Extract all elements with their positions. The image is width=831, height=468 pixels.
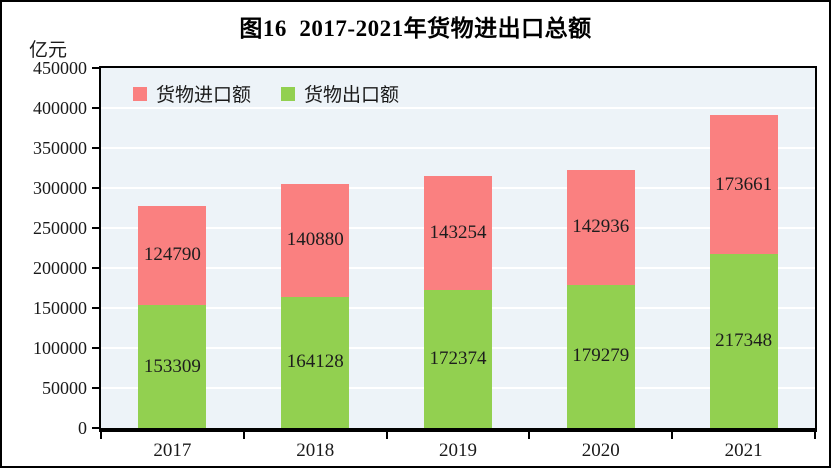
data-label-exports: 179279 (572, 345, 630, 367)
y-axis-tick (92, 107, 99, 109)
y-axis-tick-label: 0 (78, 418, 87, 438)
y-axis-tick-label: 450000 (33, 58, 87, 78)
legend-label-imports: 货物进口额 (156, 85, 252, 106)
bar-segment-imports: 142936 (566, 170, 635, 285)
legend-swatch-imports (133, 86, 147, 101)
y-axis-tick-label: 200000 (33, 258, 87, 278)
x-axis-tick-label: 2019 (438, 440, 477, 461)
legend: 货物进口额 货物出口额 (133, 80, 399, 107)
y-axis-tick (92, 267, 99, 269)
y-axis-unit-label: 亿元 (29, 40, 68, 61)
x-axis-tick-label: 2021 (724, 440, 763, 461)
bar-2018: 140880 164128 (281, 184, 350, 428)
x-axis-tick-label: 2017 (153, 440, 192, 461)
y-axis-tick (92, 387, 99, 389)
data-label-imports: 142936 (572, 216, 630, 238)
data-label-imports: 143254 (429, 221, 487, 243)
data-label-imports: 124790 (143, 244, 201, 266)
legend-item-exports: 货物出口额 (281, 80, 399, 107)
plot-area: 货物进口额 货物出口额 124790 153309 140880 164128 1432… (99, 66, 817, 432)
y-axis-tick-label: 250000 (33, 218, 87, 238)
y-axis-tick-label: 50000 (42, 378, 87, 398)
bar-segment-exports: 164128 (281, 296, 350, 428)
y-axis-tick-label: 100000 (33, 338, 87, 358)
gridline (101, 147, 815, 149)
bar-segment-exports: 217348 (709, 254, 778, 428)
x-axis-tick-label: 2018 (296, 440, 335, 461)
legend-swatch-exports (281, 86, 296, 101)
bar-2021: 173661 217348 (709, 115, 778, 428)
gridline (101, 107, 815, 109)
data-label-exports: 217348 (715, 330, 773, 352)
bar-segment-imports: 140880 (281, 184, 350, 297)
y-axis-tick-label: 300000 (33, 178, 87, 198)
data-label-exports: 164128 (286, 351, 344, 373)
x-axis-tick (243, 432, 245, 439)
bar-2019: 143254 172374 (424, 175, 492, 429)
legend-item-imports: 货物进口额 (133, 80, 251, 107)
bar-segment-exports: 179279 (566, 284, 635, 428)
y-axis-tick (92, 67, 99, 69)
y-axis-tick (92, 307, 99, 309)
bar-2020: 142936 179279 (566, 170, 635, 428)
bar-segment-exports: 172374 (424, 290, 492, 428)
y-axis-tick-label: 150000 (33, 298, 87, 318)
y-axis-tick (92, 347, 99, 349)
x-axis-tick (671, 432, 673, 439)
x-axis-tick (100, 432, 102, 439)
bar-segment-imports: 124790 (138, 205, 207, 306)
bar-segment-imports: 143254 (424, 175, 492, 291)
x-axis-tick (814, 432, 816, 439)
y-axis-tick (92, 427, 99, 429)
bar-2017: 124790 153309 (138, 205, 207, 428)
y-axis-tick-label: 350000 (33, 138, 87, 158)
chart-title: 图16 2017-2021年货物进出口总额 (239, 16, 592, 41)
data-label-imports: 140880 (286, 229, 344, 251)
x-axis-tick (386, 432, 388, 439)
y-axis-tick (92, 227, 99, 229)
y-axis-tick (92, 147, 99, 149)
bar-segment-imports: 173661 (709, 115, 778, 255)
x-axis-tick-label: 2020 (581, 440, 620, 461)
y-axis-tick-label: 400000 (33, 98, 87, 118)
legend-label-exports: 货物出口额 (304, 85, 400, 106)
data-label-imports: 173661 (715, 173, 773, 195)
bar-segment-exports: 153309 (138, 305, 207, 428)
data-label-exports: 153309 (143, 355, 201, 377)
y-axis-tick (92, 187, 99, 189)
x-axis-tick (528, 432, 530, 439)
data-label-exports: 172374 (429, 348, 487, 370)
